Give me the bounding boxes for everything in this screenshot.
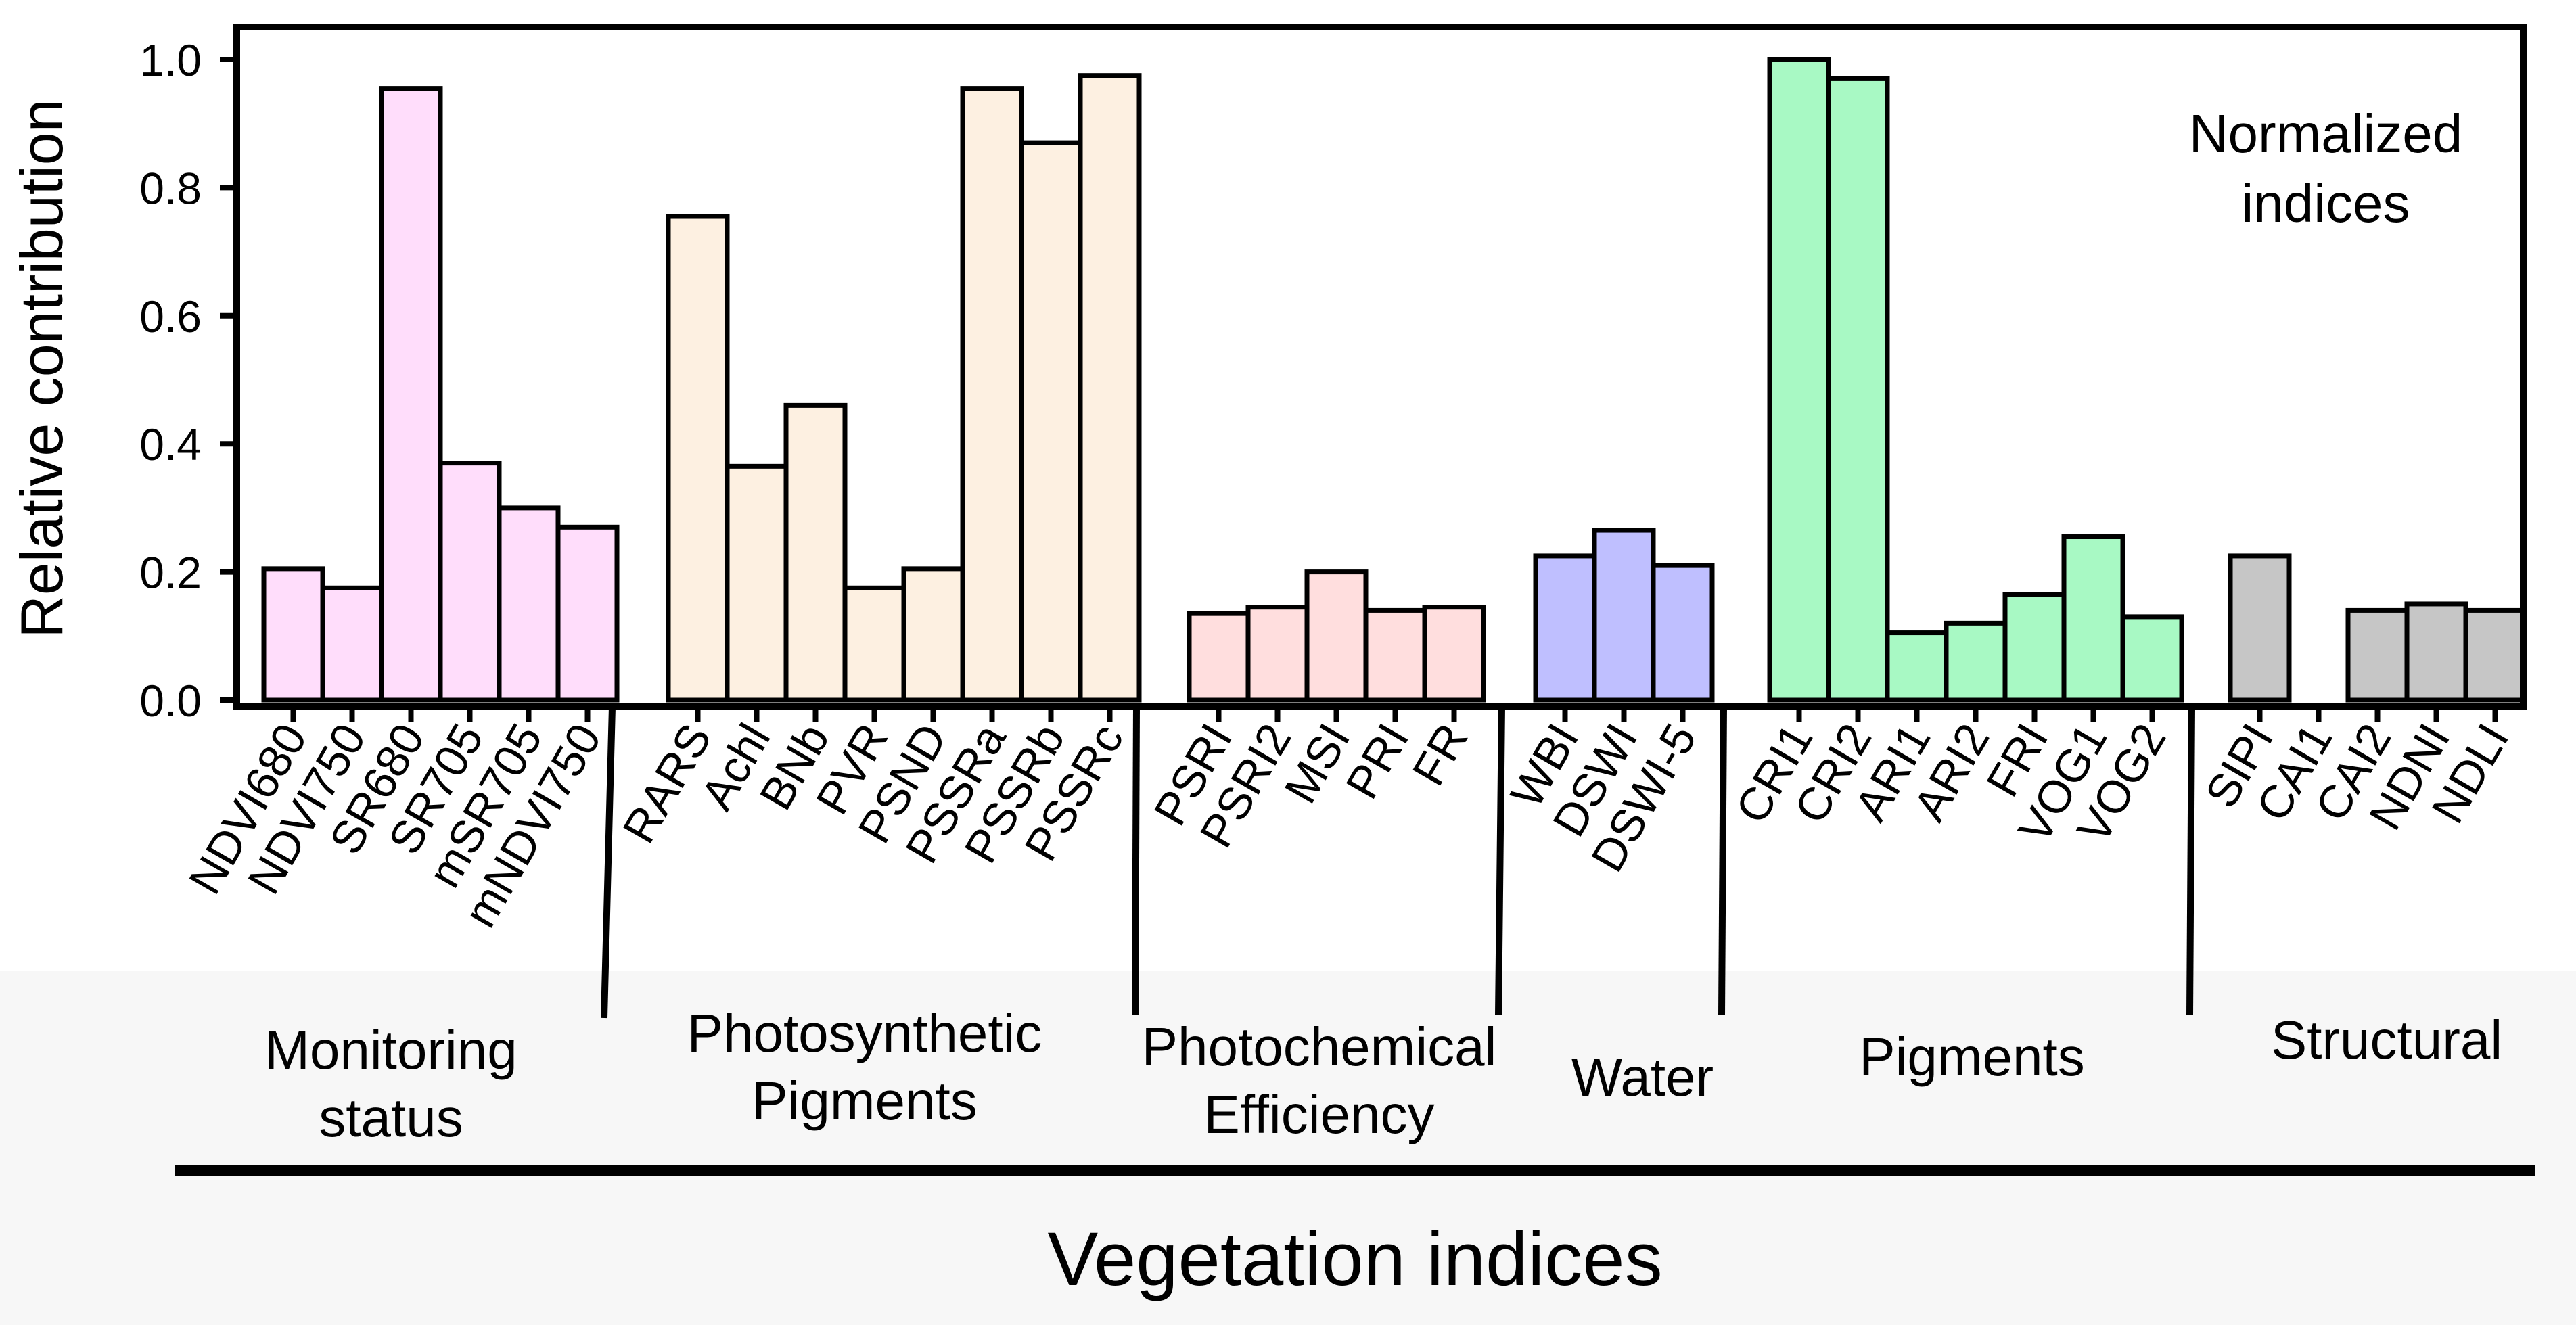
y-tick-label: 0.0 <box>139 676 202 726</box>
group-separator <box>1718 706 1727 1015</box>
bar-rars <box>666 214 730 703</box>
bar-dswi-5 <box>1651 563 1715 703</box>
group-label: Water <box>1571 1047 1714 1107</box>
bar-mndvi750 <box>555 524 620 703</box>
y-tick-label: 0.6 <box>139 292 202 342</box>
bar-dswi <box>1592 528 1656 703</box>
bar-cri2 <box>1826 76 1890 703</box>
bar-wbi <box>1533 553 1597 703</box>
bar-ari1 <box>1885 630 1949 703</box>
bar-pssra <box>960 86 1024 703</box>
footer-band <box>0 971 2576 1325</box>
y-tick-label: 0.4 <box>139 419 202 469</box>
group-label: Pigments <box>752 1071 977 1131</box>
group-label: Structural <box>2271 1010 2502 1070</box>
x-tick-label: FR <box>1402 716 1477 795</box>
y-tick-label: 1.0 <box>139 35 202 85</box>
bar-cri1 <box>1767 57 1831 703</box>
group-label: Efficiency <box>1204 1084 1435 1144</box>
annotation-line-1: Normalized <box>2189 103 2463 164</box>
bar-ndli <box>2463 607 2527 703</box>
bar-pvr <box>842 585 906 703</box>
group-separator <box>1495 706 1505 1015</box>
group-label: Photosynthetic <box>687 1003 1042 1063</box>
bar-psnd <box>901 566 965 703</box>
group-label: Monitoring <box>264 1020 518 1080</box>
annotation-line-2: indices <box>2241 173 2410 233</box>
y-axis-title: Relative contribution <box>8 99 75 638</box>
bar-vog1 <box>2061 534 2125 703</box>
bar-fr <box>1422 605 1486 703</box>
group-label: status <box>319 1088 463 1148</box>
bar-ndvi680 <box>261 566 325 703</box>
y-tick-label: 0.8 <box>139 163 202 213</box>
bar-psri2 <box>1245 605 1310 703</box>
bar-psri <box>1187 611 1251 703</box>
group-label: Pigments <box>1859 1027 2084 1087</box>
bar-pssrb <box>1019 140 1083 703</box>
bar-achl <box>724 463 789 703</box>
x-axis-title: Vegetation indices <box>1047 1217 1662 1301</box>
group-label: Photochemical <box>1142 1017 1497 1077</box>
plot-frame <box>233 24 2527 710</box>
bar-ndni <box>2404 601 2468 703</box>
bar-ari2 <box>1944 620 2008 703</box>
bar-cai2 <box>2345 607 2410 703</box>
bar-pri <box>1363 607 1427 703</box>
bar-sr680 <box>379 86 443 703</box>
bar-sr705 <box>438 461 502 703</box>
group-separator <box>601 706 616 1019</box>
bar-pssrc <box>1078 73 1142 703</box>
bar-ndvi750 <box>320 585 384 703</box>
axis-layer <box>220 57 2498 1019</box>
bar-sipi <box>2228 553 2292 703</box>
group-separator <box>1132 706 1140 1015</box>
bars-layer <box>261 57 2527 703</box>
bar-msi <box>1304 569 1368 703</box>
bar-bnb <box>783 402 848 703</box>
bar-vog2 <box>2120 614 2184 703</box>
bar-fri <box>2002 592 2067 703</box>
bar-msr705 <box>497 505 561 703</box>
label-layer: 0.00.20.40.60.81.0NDVI680NDVI750SR680SR7… <box>139 35 2518 1148</box>
group-separator <box>2186 706 2195 1015</box>
y-tick-label: 0.2 <box>139 548 202 598</box>
